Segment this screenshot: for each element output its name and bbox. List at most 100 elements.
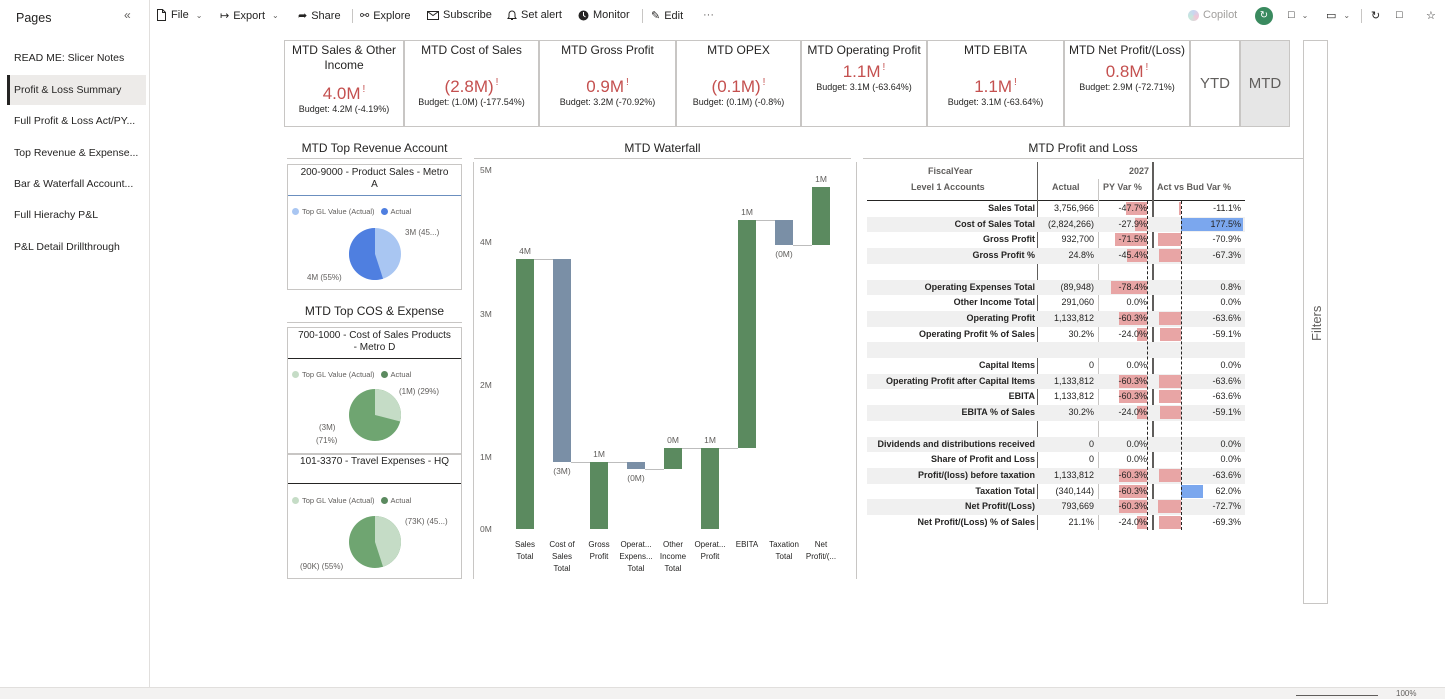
pie-slice-actual[interactable] — [349, 228, 384, 280]
table-row[interactable]: EBITA 1,133,812 -60.3% -63.6% — [867, 389, 1245, 405]
divider — [288, 483, 461, 484]
col-actual[interactable]: Actual — [1052, 182, 1080, 192]
waterfall-bar[interactable] — [775, 220, 793, 245]
table-row[interactable]: Profit/(loss) before taxation 1,133,812 -6… — [867, 467, 1245, 484]
waterfall-bar[interactable] — [812, 187, 830, 245]
monitor-button[interactable]: Monitor — [578, 9, 630, 21]
bud-var-bar — [1159, 249, 1181, 263]
cell-actual: 0 — [1088, 360, 1094, 370]
pie-slice-top-gl[interactable] — [375, 389, 401, 422]
table-row[interactable]: Sales Total 3,756,966 -47.7% -11.1% — [867, 201, 1245, 217]
page-item-drillthrough[interactable]: P&L Detail Drillthrough — [14, 241, 120, 253]
table-row[interactable]: Net Profit/(Loss) % of Sales 21.1% -24.0% -… — [867, 515, 1245, 531]
cos-pie-2[interactable] — [345, 514, 405, 574]
cell-bud-var: -70.9% — [1212, 234, 1241, 245]
refresh-status-icon[interactable]: ↻ — [1255, 7, 1273, 25]
file-menu[interactable]: File ⌄ — [156, 9, 202, 21]
toolbar-divider — [1361, 9, 1362, 23]
connector-line — [571, 462, 590, 464]
col-act-vs-bud[interactable]: Act vs Bud Var % — [1157, 182, 1232, 192]
kpi-card[interactable]: MTD Sales & Other Income 4.0M! Budget: 4.2… — [284, 40, 404, 127]
kpi-card[interactable]: MTD Operating Profit 1.1M! Budget: 3.1M (-… — [801, 40, 927, 127]
waterfall-bar[interactable] — [553, 259, 571, 463]
page-item-full-pl[interactable]: Full Profit & Loss Act/PY... — [14, 115, 136, 127]
kpi-card[interactable]: MTD Cost of Sales (2.8M)! Budget: (1.0M) (… — [404, 40, 539, 127]
waterfall-bar[interactable] — [516, 259, 534, 529]
table-row[interactable]: EBITA % of Sales 30.2% -24.0% -59.1% — [867, 405, 1245, 421]
kpi-title: MTD Operating Profit — [807, 43, 921, 57]
more-options-button[interactable]: ··· — [703, 9, 714, 21]
edit-button[interactable]: ✎ Edit — [651, 9, 683, 23]
table-row[interactable]: Operating Profit after Capital Items 1,13… — [867, 373, 1245, 390]
table-row[interactable]: Operating Profit % of Sales 30.2% -24.0% -5… — [867, 327, 1245, 343]
share-icon: ➦ — [298, 10, 308, 22]
table-row[interactable] — [867, 264, 1245, 280]
waterfall-chart[interactable]: 5M 4M 3M 2M 1M 0M 4M Sales Total (3M) Cost of Sal… — [474, 160, 856, 580]
table-row[interactable]: Net Profit/(Loss) 793,669 -60.3% -72.7% — [867, 499, 1245, 515]
subscribe-button[interactable]: Subscribe — [427, 9, 492, 21]
page-item-pl-summary[interactable]: Profit & Loss Summary — [7, 75, 146, 105]
page-item-hierarchy[interactable]: Full Hierachy P&L — [14, 209, 99, 221]
collapse-pane-icon[interactable]: « — [124, 8, 131, 22]
favorite-button[interactable]: ☆ — [1426, 9, 1436, 22]
export-menu[interactable]: ↦ Export ⌄ — [220, 9, 279, 23]
col-py-var[interactable]: PY Var % — [1103, 182, 1142, 192]
table-row[interactable]: Gross Profit 932,700 -71.5% -70.9% — [867, 232, 1245, 248]
share-button[interactable]: ➦ Share — [298, 9, 341, 23]
set-alert-button[interactable]: Set alert — [507, 9, 562, 21]
pie-slice-top-gl[interactable] — [375, 516, 401, 567]
table-row[interactable] — [867, 342, 1245, 358]
page-item-bar-waterfall[interactable]: Bar & Waterfall Account... — [14, 178, 134, 190]
table-row[interactable]: Operating Profit 1,133,812 -60.3% -63.6% — [867, 310, 1245, 327]
table-row[interactable] — [867, 421, 1245, 437]
zoom-slider[interactable] — [1296, 695, 1378, 696]
revenue-pie[interactable] — [345, 225, 405, 285]
file-label: File — [171, 9, 189, 21]
warning-icon: ! — [1145, 62, 1149, 73]
table-row[interactable]: Taxation Total (340,144) -60.3% 62.0% — [867, 484, 1245, 500]
filters-pane[interactable]: Filters — [1303, 40, 1328, 604]
table-row[interactable]: Operating Expenses Total (89,948) -78.4% 0.… — [867, 279, 1245, 296]
table-row[interactable]: Share of Profit and Loss 0 0.0% 0.0% — [867, 452, 1245, 468]
table-row[interactable]: Dividends and distributions received 0 0.0… — [867, 436, 1245, 453]
subscribe-icon — [427, 10, 439, 20]
table-row[interactable]: Cost of Sales Total (2,824,266) -27.9% 177.… — [867, 216, 1245, 233]
comment-button[interactable]: □ — [1396, 9, 1403, 21]
kpi-card[interactable]: MTD Net Profit/(Loss) 0.8M! Budget: 2.9M (… — [1064, 40, 1190, 127]
ytd-toggle[interactable]: YTD — [1190, 40, 1240, 127]
page-item-readme[interactable]: READ ME: Slicer Notes — [14, 52, 125, 64]
table-row[interactable]: Other Income Total 291,060 0.0% 0.0% — [867, 295, 1245, 311]
kpi-card[interactable]: MTD EBITA 1.1M! Budget: 3.1M (-63.64%) — [927, 40, 1064, 127]
waterfall-bar[interactable] — [664, 447, 682, 469]
page-item-top-revenue[interactable]: Top Revenue & Expense... — [14, 147, 139, 159]
copilot-button[interactable]: Copilot — [1188, 9, 1237, 21]
waterfall-bar[interactable] — [590, 462, 608, 529]
cell-bud-var: -69.3% — [1212, 517, 1241, 527]
waterfall-bar[interactable] — [627, 462, 645, 469]
kpi-card[interactable]: MTD Gross Profit 0.9M! Budget: 3.2M (-70.9… — [539, 40, 676, 127]
status-bar: 100% — [0, 687, 1445, 699]
waterfall-bar[interactable] — [738, 220, 756, 448]
fiscal-year-header: FiscalYear — [928, 166, 973, 176]
table-row[interactable]: Capital Items 0 0.0% 0.0% — [867, 358, 1245, 374]
y-tick-label: 4M — [480, 236, 492, 247]
bud-var-bar — [1159, 390, 1181, 404]
cell-py-var: -47.7% — [1118, 203, 1147, 213]
mtd-toggle[interactable]: MTD — [1240, 40, 1290, 127]
connector-line — [719, 447, 738, 449]
kpi-budget: Budget: (0.1M) (-0.8%) — [692, 97, 785, 107]
explore-button[interactable]: ⚯ Explore — [360, 9, 411, 23]
kpi-card[interactable]: MTD OPEX (0.1M)! Budget: (0.1M) (-0.8%) — [676, 40, 801, 127]
view-menu[interactable]: ▭ ⌄ — [1326, 9, 1350, 22]
legend-label: Actual — [390, 496, 412, 505]
row-label: Cost of Sales Total — [954, 218, 1035, 229]
bookmark-menu[interactable]: □ ⌄ — [1288, 9, 1308, 21]
cell-bud-var: 0.0% — [1220, 438, 1241, 449]
cos-pie-1[interactable] — [345, 388, 405, 448]
reload-button[interactable]: ↻ — [1371, 9, 1380, 22]
kpi-title: MTD Gross Profit — [561, 43, 654, 57]
table-row[interactable]: Gross Profit % 24.8% -45.4% -67.3% — [867, 248, 1245, 264]
warning-icon: ! — [882, 62, 886, 73]
cos-title: MTD Top COS & Expense — [304, 304, 445, 318]
waterfall-bar[interactable] — [701, 447, 719, 529]
